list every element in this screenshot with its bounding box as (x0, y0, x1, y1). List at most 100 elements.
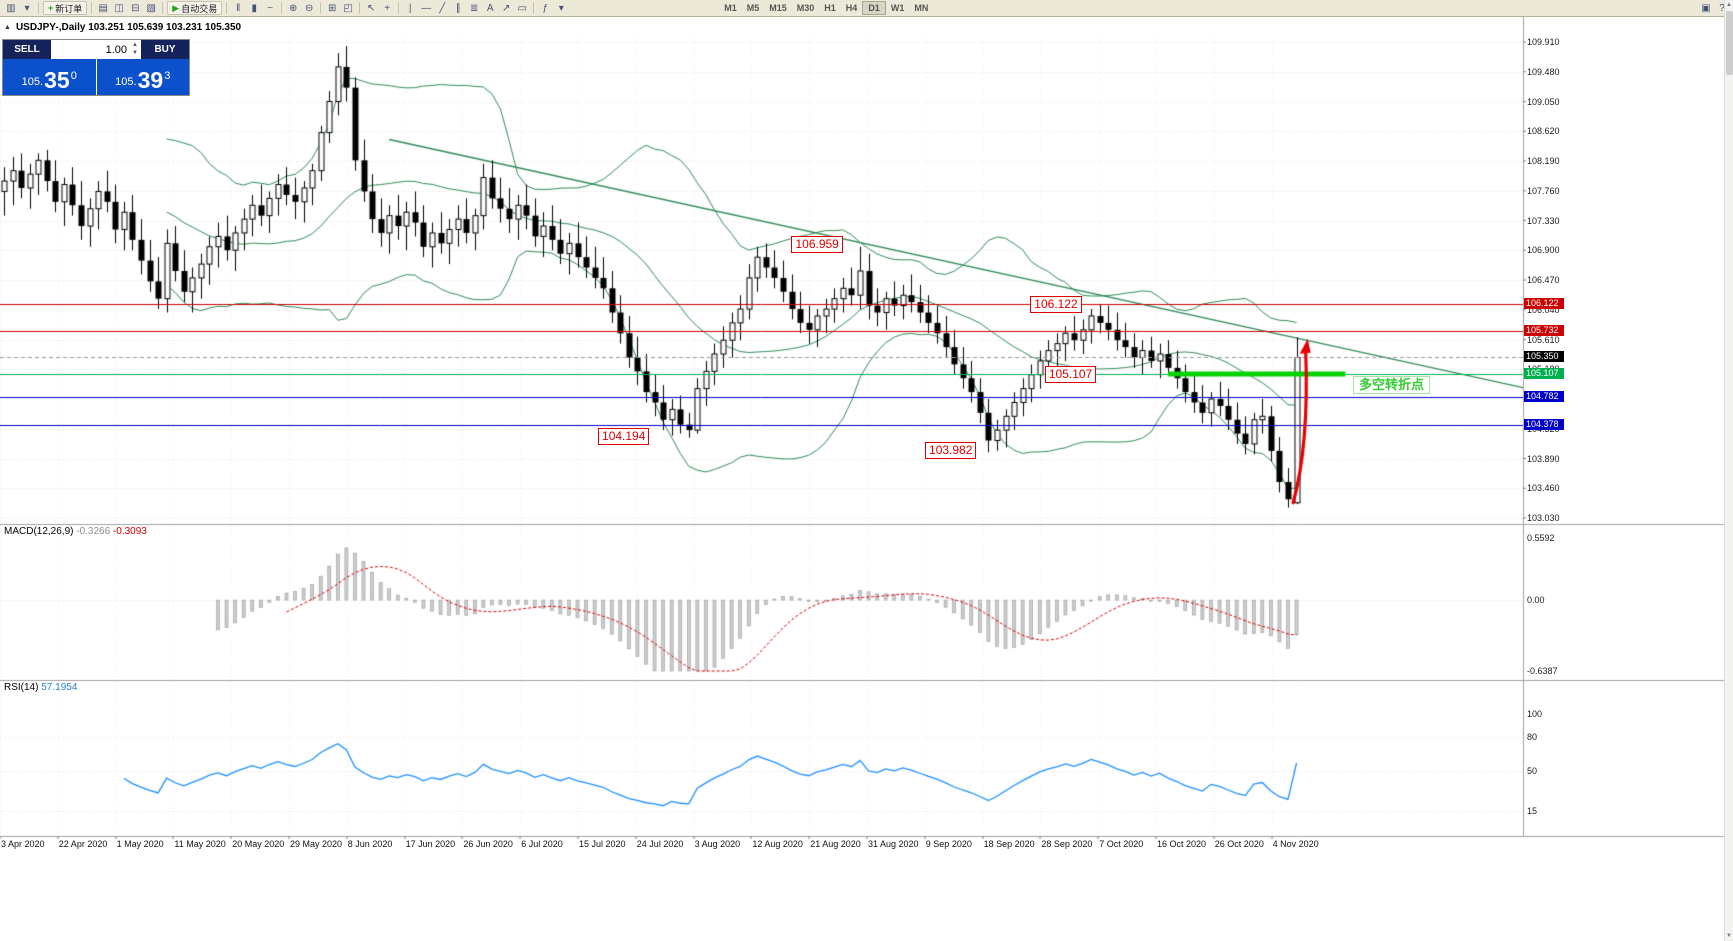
scroll-up-icon[interactable]: ▲ (1726, 2, 1732, 8)
toolbar-separator (226, 2, 228, 14)
text-label-icon[interactable]: A (486, 2, 494, 14)
toolbar-separator (398, 2, 400, 14)
level-price-label: 104.782 (1524, 390, 1564, 402)
time-axis-label: 15 Jul 2020 (579, 839, 626, 849)
grid-icon[interactable]: ⊞ (328, 2, 337, 14)
macd-signal-value: -0.3093 (112, 526, 147, 537)
zoom-out-icon[interactable]: ⊖ (305, 2, 314, 14)
strategy-tester-icon[interactable]: ▧ (146, 2, 156, 14)
macd-axis-label: 0.00 (1527, 595, 1545, 606)
buy-button[interactable]: BUY (141, 40, 189, 59)
arrange-windows-icon[interactable]: ◰ (343, 2, 353, 14)
timeframe-m30[interactable]: M30 (796, 3, 815, 13)
chart-dropdown-icon[interactable]: ▾ (24, 2, 30, 14)
rsi-name: RSI(14) (4, 682, 39, 693)
time-axis-label: 21 Aug 2020 (810, 839, 861, 849)
trendline-icon[interactable]: ╱ (439, 2, 446, 14)
price-callout[interactable]: 104.194 (598, 428, 650, 446)
timeframe-h4[interactable]: H4 (845, 3, 858, 13)
help-icon[interactable]: ? (1719, 2, 1725, 14)
volume-input[interactable]: 1.00 ▲ ▼ (51, 40, 141, 59)
time-axis-label: 29 May 2020 (290, 839, 343, 849)
level-price-label: 105.107 (1524, 368, 1564, 380)
price-axis-label: 103.460 (1527, 483, 1560, 494)
level-price-label: 106.122 (1524, 298, 1564, 310)
new-order-button-label: 新订单 (55, 3, 83, 14)
candlestick-chart-icon[interactable]: ▮ (251, 2, 257, 14)
level-price-label: 105.732 (1524, 325, 1564, 337)
buy-price-base: 105. (115, 76, 137, 88)
bar-chart-icon[interactable]: ‖ (236, 2, 241, 14)
timeframe-w1[interactable]: W1 (890, 3, 905, 13)
market-watch-icon[interactable]: ▤ (98, 2, 108, 14)
shapes-icon[interactable]: ▭ (517, 2, 527, 14)
sell-button[interactable]: SELL (3, 40, 51, 59)
macd-name: MACD(12,26,9) (4, 526, 74, 537)
macd-axis-label: -0.6387 (1527, 666, 1558, 676)
time-axis-label: 12 Aug 2020 (752, 839, 803, 849)
price-axis-label: 109.910 (1527, 37, 1560, 47)
vertical-scrollbar[interactable]: ▲ ▼ (1724, 0, 1733, 941)
volume-value: 1.00 (105, 43, 127, 56)
price-axis-label: 103.030 (1527, 513, 1560, 523)
volume-up-icon[interactable]: ▲ (132, 42, 138, 48)
navigator-icon[interactable]: ◫ (114, 2, 124, 14)
indicators-icon[interactable]: ƒ (542, 2, 548, 14)
cursor-icon[interactable]: ↖ (367, 2, 376, 14)
time-axis-label: 4 Nov 2020 (1272, 839, 1319, 849)
vertical-line-icon[interactable]: | (408, 2, 412, 14)
time-axis-label: 11 May 2020 (174, 839, 226, 849)
one-click-toggle-icon[interactable]: ▲ (4, 24, 11, 31)
price-callout[interactable]: 105.107 (1044, 365, 1097, 383)
timeframe-m5[interactable]: M5 (746, 3, 760, 13)
scrollbar-thumb[interactable] (1726, 11, 1733, 75)
toolbar: ▥ ▾ + 新订单 ▤ ◫ ⊟ ▧ ▶ 自动交易 ‖ ▮ ~ ⊕ ⊖ ⊞ ◰ ↖ + | — ╱ ∥ ≣ A ↗ ▭ ƒ ▾ M1 M5 M1… (0, 0, 1733, 17)
timeframe-m1[interactable]: M1 (724, 3, 737, 13)
window-icon[interactable]: ▣ (1701, 2, 1711, 14)
terminal-icon[interactable]: ⊟ (131, 2, 140, 14)
price-axis-label: 106.900 (1527, 245, 1560, 256)
volume-down-icon[interactable]: ▼ (132, 50, 138, 56)
autotrade-button[interactable]: ▶ 自动交易 (167, 1, 223, 15)
channel-icon[interactable]: ∥ (455, 2, 461, 14)
timeframe-d1[interactable]: D1 (862, 1, 886, 15)
toolbar-separator (38, 2, 39, 14)
price-axis-label: 107.330 (1527, 215, 1560, 226)
sell-price[interactable]: 105. 35 0 (3, 59, 97, 95)
level-price-label: 104.378 (1524, 418, 1564, 430)
timeframe-h1[interactable]: H1 (824, 3, 836, 13)
annotation-note[interactable]: 多空转折点 (1353, 375, 1431, 394)
toolbar-separator (320, 2, 322, 14)
rsi-indicator-label: RSI(14) 57.1954 (4, 682, 77, 693)
timeframe-mn[interactable]: MN (914, 3, 929, 13)
horizontal-line-icon[interactable]: — (421, 2, 432, 14)
buy-price[interactable]: 105. 39 3 (96, 59, 189, 95)
toolbar-separator (162, 2, 164, 14)
time-axis-label: 1 May 2020 (116, 839, 164, 849)
time-axis-label: 17 Jun 2020 (405, 839, 456, 849)
rsi-value: 57.1954 (41, 682, 78, 693)
crosshair-icon[interactable]: + (384, 2, 391, 14)
chart-canvas[interactable] (0, 17, 1733, 941)
price-callout[interactable]: 106.122 (1030, 295, 1082, 313)
line-chart-icon[interactable]: ~ (267, 2, 274, 14)
fibonacci-icon[interactable]: ≣ (470, 2, 479, 14)
macd-axis-label: 0.5592 (1527, 533, 1555, 543)
scroll-down-icon[interactable]: ▼ (1726, 933, 1732, 939)
timeframe-m15[interactable]: M15 (769, 3, 787, 13)
time-axis-label: 28 Sep 2020 (1041, 839, 1093, 849)
arrow-tool-icon[interactable]: ↗ (502, 2, 511, 14)
chart-window: 109.910 109.480 109.050 108.620 108.190 107.7… (0, 17, 1733, 941)
time-axis-label: 3 Apr 2020 (1, 839, 45, 849)
plus-icon: + (48, 3, 54, 13)
symbol-title: ▲ USDJPY-,Daily 103.251 105.639 103.231 … (4, 22, 241, 33)
price-callout[interactable]: 103.982 (925, 442, 977, 460)
zoom-in-icon[interactable]: ⊕ (289, 2, 298, 14)
indicators-dropdown-icon[interactable]: ▾ (558, 2, 564, 14)
new-chart-icon[interactable]: ▥ (6, 2, 16, 14)
rsi-axis-label: 100 (1527, 709, 1543, 719)
time-axis-label: 31 Aug 2020 (868, 839, 919, 849)
new-order-button[interactable]: + 新订单 (43, 1, 88, 15)
price-callout[interactable]: 106.959 (791, 236, 843, 254)
rsi-axis-label: 80 (1527, 731, 1538, 742)
